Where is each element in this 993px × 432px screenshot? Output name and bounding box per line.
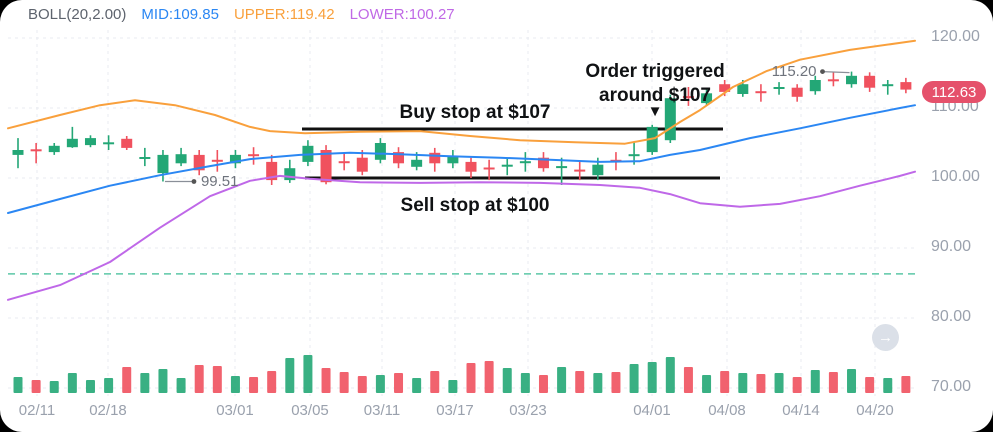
- sell-stop-annotation: Sell stop at $100: [400, 195, 550, 216]
- order-annotation-line1: Order triggered: [585, 61, 725, 82]
- x-axis-label: 02/18: [89, 402, 127, 419]
- order-marker-icon: ▼: [647, 103, 663, 120]
- legend-upper: UPPER:119.42: [233, 6, 335, 23]
- x-axis-label: 04/08: [708, 402, 746, 419]
- x-axis-label: 03/01: [216, 402, 254, 419]
- order-triggered-annotation: Order triggered around $107: [545, 60, 765, 108]
- high-point-label: 115.20: [771, 62, 817, 80]
- indicator-legend: BOLL(20,2.00) MID:109.85 UPPER:119.42 LO…: [28, 6, 455, 23]
- x-axis-label: 02/11: [18, 402, 56, 419]
- x-axis-label: 03/23: [509, 402, 547, 419]
- y-axis-label: 120.00: [931, 28, 980, 45]
- x-axis-label: 03/11: [363, 402, 401, 419]
- buy-stop-annotation: Buy stop at $107: [399, 102, 551, 123]
- scroll-right-button[interactable]: →: [872, 324, 899, 351]
- x-axis-label: 04/20: [856, 402, 894, 419]
- order-annotation-line2: around $107: [599, 85, 711, 106]
- legend-mid: MID:109.85: [141, 6, 219, 23]
- low-point-label: 99.51: [200, 172, 239, 190]
- x-axis-label: 04/01: [633, 402, 671, 419]
- y-axis-label: 90.00: [931, 238, 972, 255]
- y-axis-label: 100.00: [931, 168, 980, 185]
- x-axis-label: 04/14: [782, 402, 820, 419]
- x-axis-label: 03/05: [291, 402, 329, 419]
- legend-boll: BOLL(20,2.00): [28, 6, 127, 23]
- x-axis-label: 03/17: [436, 402, 474, 419]
- y-axis-label: 80.00: [931, 308, 972, 325]
- arrow-right-icon: →: [878, 329, 893, 346]
- y-axis-label: 70.00: [931, 378, 972, 395]
- last-price-badge: 112.63: [922, 81, 986, 103]
- legend-lower: LOWER:100.27: [349, 6, 455, 23]
